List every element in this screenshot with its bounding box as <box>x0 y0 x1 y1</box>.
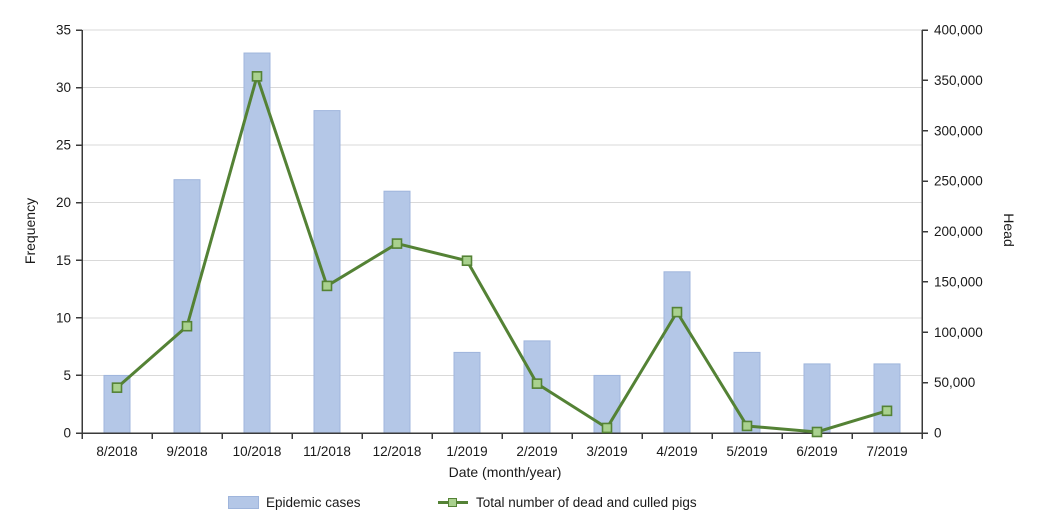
left-tick-label: 0 <box>63 426 71 441</box>
legend-item-dead-culled-pigs: Total number of dead and culled pigs <box>438 492 697 512</box>
right-axis-title: Head <box>1001 213 1017 247</box>
left-tick-label: 10 <box>56 310 71 325</box>
left-tick-label: 5 <box>63 368 71 383</box>
right-tick-label: 350,000 <box>934 73 983 88</box>
bar <box>173 179 201 434</box>
right-tick-label: 250,000 <box>934 174 983 189</box>
category-label: 7/2019 <box>866 444 907 459</box>
marker <box>321 280 333 292</box>
category-label: 1/2019 <box>446 444 487 459</box>
bar <box>453 351 481 434</box>
left-tick-label: 25 <box>56 138 71 153</box>
marker <box>881 405 893 417</box>
legend: Epidemic cases Total number of dead and … <box>0 492 1049 516</box>
x-axis-title: Date (month/year) <box>448 464 562 480</box>
marker <box>391 238 403 249</box>
left-tick-label: 15 <box>56 253 71 268</box>
bar-swatch-icon <box>228 495 259 509</box>
marker <box>811 426 823 438</box>
category-label: 11/2018 <box>303 444 351 459</box>
left-tick-label: 20 <box>56 195 71 210</box>
marker <box>531 378 543 389</box>
right-tick-label: 200,000 <box>934 224 983 239</box>
line-marker-swatch-icon <box>438 497 468 508</box>
marker <box>461 255 473 267</box>
right-tick-label: 0 <box>934 426 942 441</box>
line-series <box>115 74 889 434</box>
right-tick-label: 100,000 <box>934 325 983 340</box>
bar <box>733 351 761 434</box>
left-axis-title: Frequency <box>22 197 38 265</box>
category-label: 9/2018 <box>166 444 207 459</box>
category-label: 5/2019 <box>726 444 767 459</box>
right-tick-label: 300,000 <box>934 123 983 138</box>
right-tick-label: 50,000 <box>934 375 975 390</box>
bar <box>663 271 691 434</box>
category-label: 2/2019 <box>516 444 557 459</box>
right-tick-label: 400,000 <box>934 23 983 38</box>
legend-label-dead-culled-pigs: Total number of dead and culled pigs <box>476 494 697 510</box>
marker <box>671 306 683 318</box>
marker <box>251 71 263 82</box>
category-label: 6/2019 <box>796 444 837 459</box>
category-label: 3/2019 <box>586 444 627 459</box>
category-label: 12/2018 <box>373 444 422 459</box>
category-label: 8/2018 <box>96 444 137 459</box>
legend-item-epidemic-cases: Epidemic cases <box>228 492 361 512</box>
left-tick-label: 30 <box>56 80 71 95</box>
right-tick-label: 150,000 <box>934 274 983 289</box>
bar <box>383 190 411 434</box>
left-tick-label: 35 <box>56 23 71 38</box>
bar <box>243 52 271 434</box>
bar <box>803 363 831 434</box>
bar <box>313 110 341 434</box>
category-label: 10/2018 <box>233 444 282 459</box>
marker <box>111 382 123 393</box>
category-label: 4/2019 <box>656 444 697 459</box>
bar <box>873 363 901 434</box>
legend-label-epidemic-cases: Epidemic cases <box>266 494 361 510</box>
marker <box>741 420 753 432</box>
marker <box>601 422 613 434</box>
marker <box>181 320 193 332</box>
